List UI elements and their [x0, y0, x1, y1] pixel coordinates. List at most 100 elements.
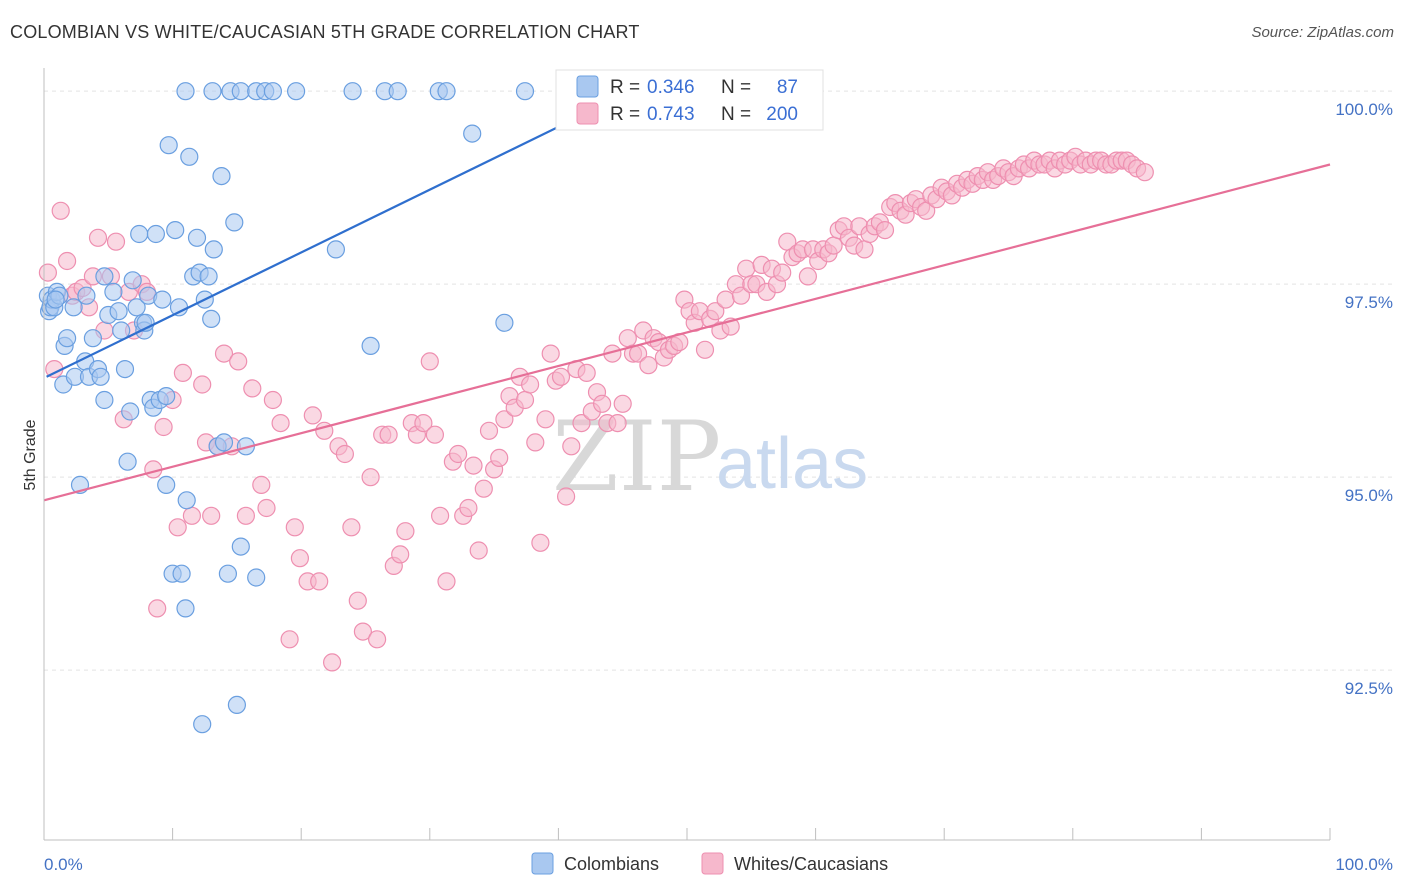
- point-colombian: [437, 82, 456, 101]
- point-white: [737, 259, 756, 278]
- point-white: [348, 591, 367, 610]
- point-white: [154, 417, 173, 437]
- point-colombian: [177, 491, 196, 510]
- legend-swatch-colombians: [576, 75, 599, 98]
- point-white: [520, 375, 540, 394]
- point-white: [88, 228, 108, 247]
- point-white: [285, 518, 304, 537]
- point-white: [490, 448, 509, 467]
- point-white: [437, 572, 456, 591]
- point-white: [531, 533, 550, 552]
- trend-line-whites: [43, 163, 1331, 502]
- x-tick-label-min: 0.0%: [44, 855, 83, 874]
- point-white: [526, 433, 545, 452]
- legend-r-label-1: R =: [610, 77, 640, 98]
- point-colombian: [214, 433, 234, 452]
- bottom-legend-label-whites: Whites/Caucasians: [734, 854, 888, 874]
- point-colombian: [123, 271, 142, 290]
- point-white: [541, 344, 560, 363]
- trend-lines: [43, 113, 1331, 502]
- point-white: [168, 518, 187, 537]
- bottom-legend-swatch-whites: [701, 852, 724, 875]
- point-white: [257, 498, 276, 518]
- point-white: [618, 329, 637, 348]
- point-white: [716, 290, 735, 309]
- point-white: [425, 425, 444, 444]
- point-white: [379, 425, 398, 444]
- point-white: [361, 468, 380, 487]
- point-white: [1135, 163, 1154, 182]
- legend-r-value-2: 0.743: [647, 104, 695, 125]
- point-white: [193, 375, 212, 394]
- point-white: [38, 263, 58, 282]
- point-colombian: [225, 213, 244, 232]
- y-tick-label: 97.5%: [1345, 293, 1393, 312]
- point-white: [773, 263, 792, 282]
- legend-r-value-1: 0.346: [647, 77, 695, 98]
- point-colombian: [515, 82, 535, 101]
- point-colombian: [180, 147, 199, 166]
- point-white: [551, 367, 571, 386]
- point-colombian: [91, 367, 110, 386]
- y-tick-label: 92.5%: [1345, 679, 1393, 698]
- point-white: [731, 286, 751, 305]
- legend-r-label-2: R =: [610, 104, 640, 125]
- point-colombian: [95, 390, 114, 410]
- point-colombian: [176, 82, 195, 101]
- trend-line-colombians: [46, 113, 585, 378]
- point-colombian: [326, 240, 345, 259]
- point-colombian: [121, 402, 140, 421]
- legend-n-label-2: N =: [721, 104, 751, 125]
- point-colombian: [361, 336, 380, 355]
- legend-frame: [555, 69, 824, 131]
- point-white: [57, 251, 77, 271]
- point-white: [875, 221, 895, 240]
- point-white: [562, 437, 581, 456]
- point-white: [469, 541, 488, 560]
- point-white: [474, 479, 493, 498]
- legend-n-value-1: 87: [777, 77, 798, 98]
- point-colombian: [157, 387, 176, 406]
- point-colombian: [83, 329, 103, 348]
- point-colombian: [104, 282, 123, 301]
- point-white: [431, 506, 450, 525]
- point-white: [263, 390, 282, 410]
- point-colombian: [57, 329, 77, 348]
- series-whites-points: [38, 147, 1154, 672]
- point-white: [608, 414, 627, 433]
- legend-n-label-1: N =: [721, 77, 751, 98]
- point-white: [229, 352, 248, 371]
- y-axis-tick-labels: 92.5% 95.0% 97.5% 100.0%: [1335, 100, 1393, 698]
- point-colombian: [118, 452, 137, 471]
- legend-box: R = 0.346 N = 87 R = 0.743 N = 200: [555, 69, 824, 131]
- point-colombian: [231, 82, 250, 101]
- point-colombian: [46, 290, 65, 309]
- point-colombian: [112, 321, 131, 340]
- point-white: [824, 236, 843, 255]
- chart-source: Source: ZipAtlas.com: [1251, 24, 1394, 41]
- point-white: [368, 630, 387, 649]
- point-colombian: [127, 298, 146, 317]
- point-white: [695, 340, 715, 359]
- point-white: [335, 444, 354, 464]
- point-colombian: [172, 564, 191, 583]
- point-white: [51, 201, 70, 220]
- point-white: [855, 240, 874, 259]
- point-white: [106, 232, 126, 251]
- point-colombian: [204, 240, 223, 259]
- chart-title: COLOMBIAN VS WHITE/CAUCASIAN 5TH GRADE C…: [10, 22, 640, 42]
- point-colombian: [388, 82, 407, 101]
- point-white: [236, 506, 255, 525]
- point-white: [202, 506, 221, 525]
- point-white: [515, 390, 535, 410]
- point-white: [449, 444, 468, 464]
- point-white: [464, 456, 483, 475]
- point-white: [414, 414, 433, 433]
- point-colombian: [130, 224, 149, 244]
- point-white: [148, 599, 167, 618]
- point-colombian: [218, 564, 237, 583]
- point-white: [798, 267, 818, 286]
- bottom-legend-swatch-colombians: [531, 852, 554, 875]
- point-white: [495, 410, 514, 429]
